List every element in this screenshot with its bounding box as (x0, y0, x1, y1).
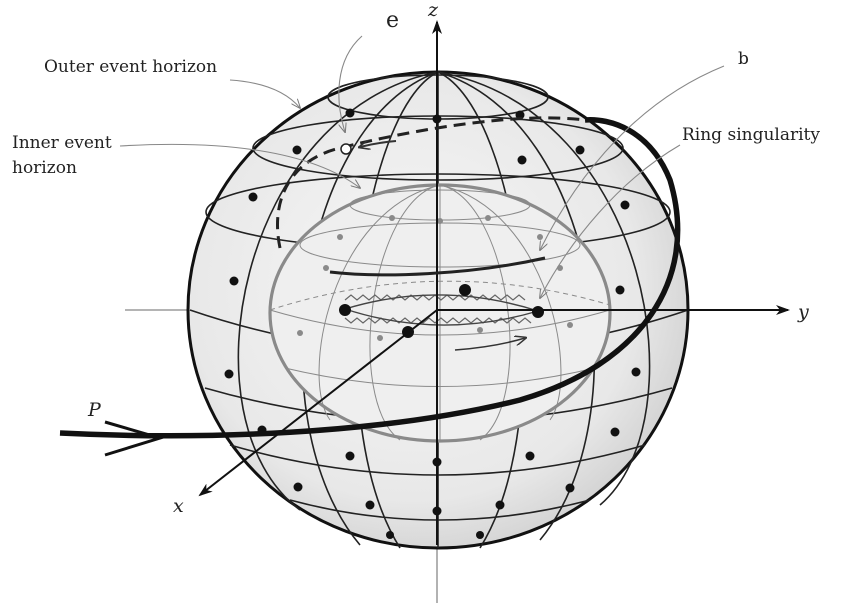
point-e-marker (340, 143, 352, 155)
label-e: e (386, 8, 399, 33)
axes (125, 309, 438, 603)
ring-point-back (459, 284, 471, 296)
trajectory-arrowhead (104, 420, 166, 457)
label-outer-event-horizon: Outer event horizon (44, 57, 217, 77)
label-p: P (87, 399, 102, 421)
label-axis-y: y (797, 301, 809, 323)
annotations: e Outer event horizon Inner event horizo… (12, 0, 820, 517)
inner-event-horizon-sphere (268, 183, 612, 443)
trajectory-main-curve (59, 117, 681, 439)
ring-rotation-arrow (454, 338, 525, 351)
label-b: b (738, 49, 749, 69)
label-axis-x: x (173, 495, 184, 517)
trajectory-inner-segment (329, 256, 546, 277)
inner-grid-points (297, 215, 573, 341)
ring-point-right (532, 306, 544, 318)
label-inner-event-horizon-line1: Inner event (12, 133, 112, 153)
ring-point-left (339, 304, 351, 316)
label-inner-event-horizon-line2: horizon (12, 158, 77, 178)
label-ring-singularity: Ring singularity (682, 125, 820, 145)
x-axis (198, 309, 438, 497)
label-axis-z: z (427, 0, 439, 21)
axes-front (198, 20, 790, 545)
